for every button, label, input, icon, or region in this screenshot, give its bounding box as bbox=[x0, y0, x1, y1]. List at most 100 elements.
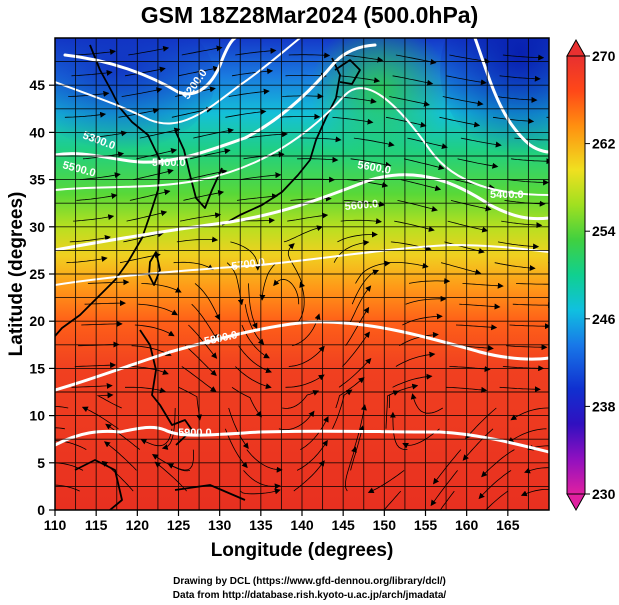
streamline bbox=[499, 386, 541, 393]
streamline bbox=[387, 262, 429, 269]
cold-region-northwest bbox=[55, 38, 215, 150]
x-tick-label: 140 bbox=[290, 517, 314, 533]
streamline bbox=[183, 190, 225, 201]
streamline bbox=[439, 490, 455, 510]
streamline bbox=[228, 88, 270, 97]
streamline bbox=[244, 304, 265, 346]
streamline bbox=[55, 406, 69, 409]
colorbar-tick-label: 270 bbox=[592, 48, 616, 64]
streamline bbox=[246, 449, 283, 473]
contour-label: 5900.0 bbox=[178, 427, 212, 439]
colorbar-scale bbox=[566, 55, 586, 495]
streamline bbox=[496, 96, 538, 103]
streamline bbox=[240, 488, 281, 495]
x-axis: 110 115 120 125 130 135 140 145 150 155 160 165 bbox=[44, 510, 520, 533]
contour-5300 bbox=[55, 38, 301, 125]
streamline bbox=[389, 411, 408, 450]
y-axis: 0 5 10 15 20 25 30 35 40 45 bbox=[29, 77, 55, 518]
streamline bbox=[441, 262, 482, 275]
contour-label: 5400.0 bbox=[152, 157, 186, 169]
streamline bbox=[55, 462, 84, 471]
streamline bbox=[395, 351, 436, 367]
streamline bbox=[506, 344, 548, 351]
streamline bbox=[512, 302, 549, 309]
streamline bbox=[55, 484, 80, 492]
streamline bbox=[408, 278, 451, 285]
streamline bbox=[81, 406, 119, 430]
streamline bbox=[345, 306, 370, 346]
streamline bbox=[231, 386, 262, 418]
streamline bbox=[55, 440, 87, 450]
streamline bbox=[457, 158, 499, 169]
streamline bbox=[86, 130, 128, 139]
streamline bbox=[125, 386, 167, 394]
streamline bbox=[238, 345, 272, 374]
streamline bbox=[447, 220, 489, 233]
streamline bbox=[282, 390, 320, 409]
colorbar-tick-label: 246 bbox=[592, 311, 616, 327]
streamline bbox=[225, 428, 248, 469]
x-tick-label: 145 bbox=[331, 517, 355, 533]
streamline bbox=[283, 225, 323, 243]
lat-lon-grid bbox=[55, 38, 549, 510]
streamline bbox=[287, 243, 303, 284]
streamline bbox=[79, 172, 121, 180]
streamline bbox=[297, 156, 339, 163]
streamline bbox=[507, 179, 549, 186]
streamline bbox=[460, 137, 502, 148]
colorbar-tick-label: 230 bbox=[592, 486, 616, 502]
streamline bbox=[140, 428, 173, 447]
streamline bbox=[69, 235, 111, 243]
streamline bbox=[367, 470, 405, 494]
streamline bbox=[235, 47, 277, 56]
colorbar-tick-label: 254 bbox=[592, 223, 616, 239]
streamline bbox=[509, 323, 549, 330]
streamline bbox=[285, 374, 325, 388]
streamline bbox=[332, 389, 353, 429]
y-axis-label: Latitude (degrees) bbox=[6, 192, 27, 357]
streamline bbox=[154, 461, 187, 492]
streamline bbox=[193, 127, 234, 139]
streamline bbox=[300, 136, 342, 143]
streamline bbox=[407, 137, 448, 149]
contour-5600 bbox=[55, 173, 549, 252]
map-plot-area: 5200.0 5300.0 5400.0 5400.0 5500.0 5600.… bbox=[55, 38, 549, 510]
coast-philippines bbox=[139, 329, 193, 446]
streamline bbox=[71, 69, 113, 77]
streamline bbox=[383, 490, 402, 510]
streamline bbox=[296, 439, 328, 471]
streamline bbox=[105, 423, 141, 450]
streamline bbox=[442, 96, 484, 107]
streamline bbox=[446, 386, 488, 393]
figure-title: GSM 18Z28Mar2024 (500.0hPa) bbox=[140, 2, 479, 28]
streamline bbox=[392, 373, 433, 388]
streamline bbox=[497, 241, 540, 250]
y-tick-label: 35 bbox=[29, 172, 45, 188]
colorbar-tick-label: 238 bbox=[592, 398, 616, 414]
x-tick-label: 150 bbox=[373, 517, 397, 533]
coast-newguinea bbox=[174, 484, 246, 501]
streamline bbox=[66, 255, 108, 264]
streamline bbox=[126, 210, 168, 222]
streamline bbox=[246, 131, 288, 139]
streamline bbox=[87, 279, 130, 286]
streamline bbox=[129, 189, 171, 201]
streamline bbox=[397, 200, 438, 212]
streamline bbox=[339, 75, 381, 84]
contour-label: 5600.0 bbox=[356, 159, 391, 177]
streamline bbox=[55, 427, 65, 430]
streamline bbox=[385, 116, 427, 128]
streamline bbox=[81, 320, 123, 327]
x-tick-label: 165 bbox=[496, 517, 520, 533]
streamline bbox=[446, 75, 487, 86]
streamline bbox=[510, 407, 549, 421]
credit-data-source: Data from http://database.rish.kyoto-u.a… bbox=[172, 590, 447, 601]
streamline bbox=[259, 262, 281, 301]
streamline bbox=[511, 158, 549, 165]
streamline bbox=[404, 158, 445, 171]
streamline bbox=[123, 231, 164, 243]
streamline bbox=[71, 382, 113, 389]
streamline bbox=[139, 127, 181, 139]
streamline bbox=[353, 137, 395, 148]
streamline bbox=[394, 220, 435, 232]
